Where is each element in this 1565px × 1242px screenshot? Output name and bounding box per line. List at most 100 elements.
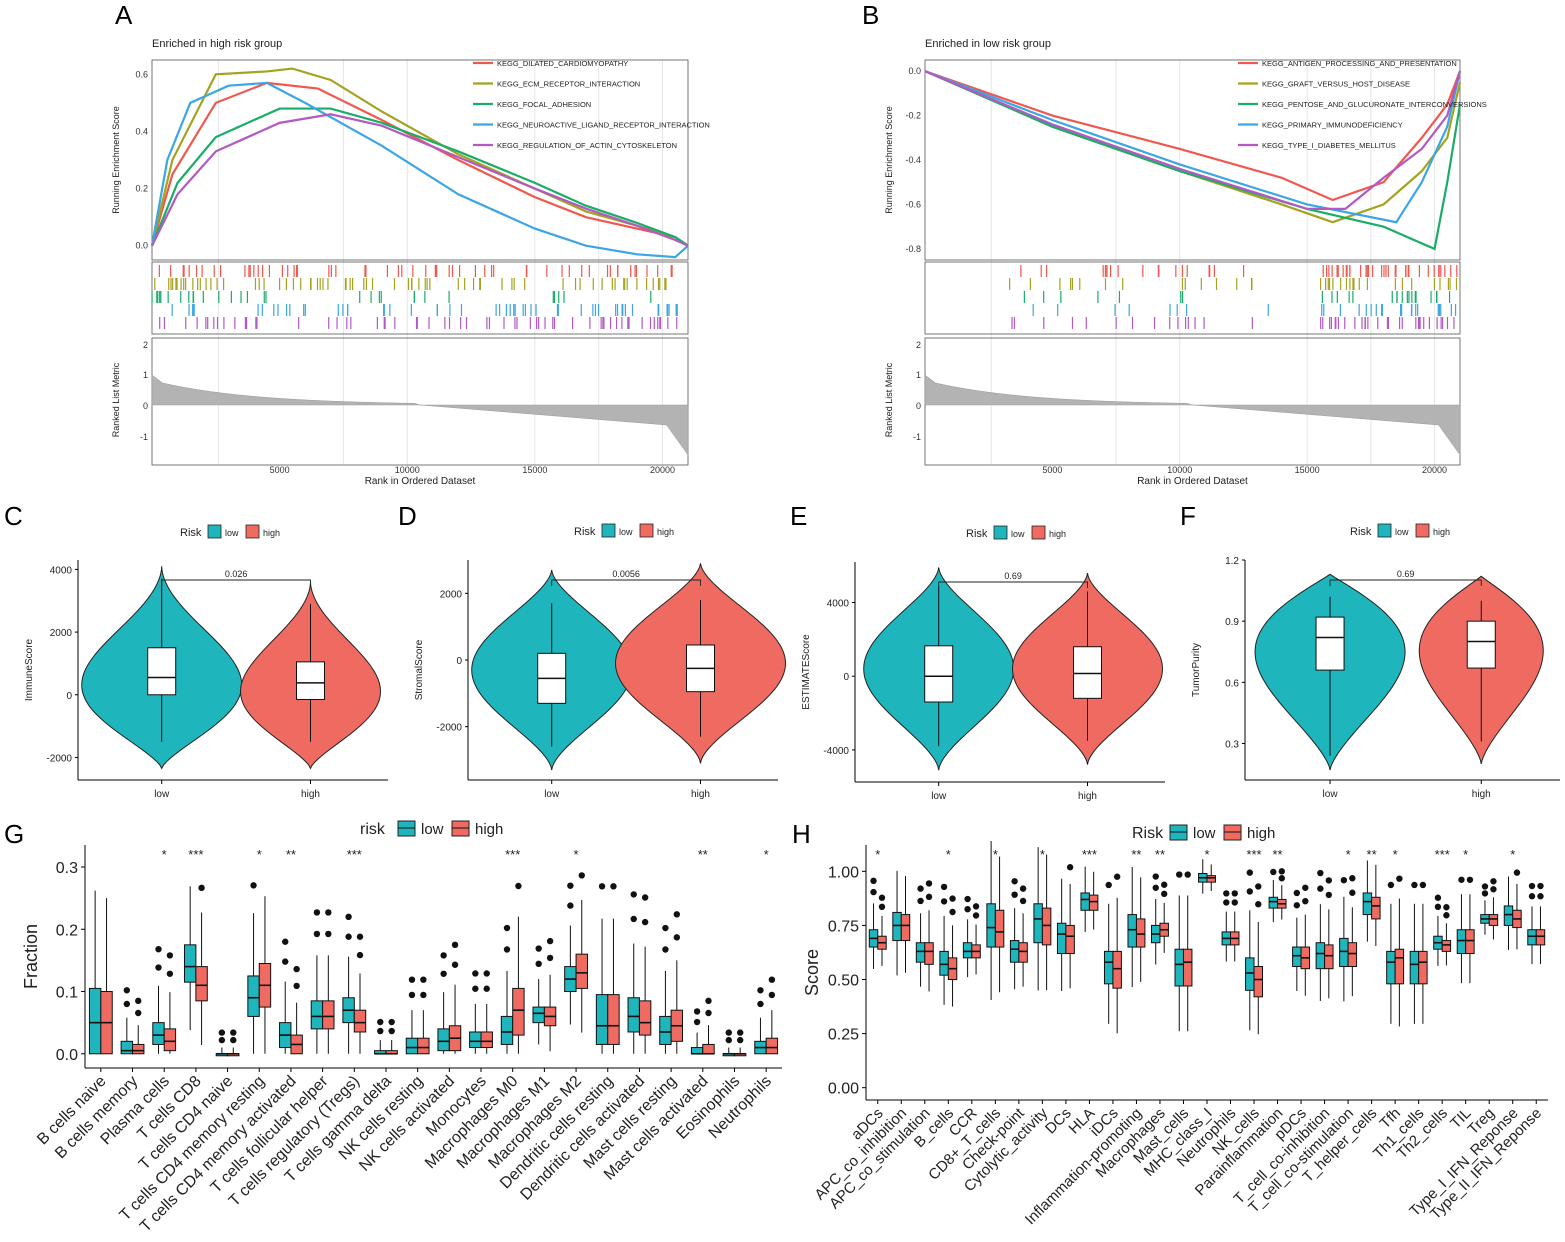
panel-letter-F: F [1180, 501, 1196, 531]
box-high [1253, 966, 1264, 998]
outlier-point [472, 970, 479, 977]
y-tick-label: 0.0 [135, 241, 148, 251]
outlier-point [1434, 894, 1442, 901]
outlier-point [1176, 871, 1183, 878]
x-tick-label: low [1323, 789, 1339, 800]
legend-label: KEGG_REGULATION_OF_ACTIN_CYTOSKELETON [497, 141, 677, 150]
outlier-point [578, 872, 585, 879]
box-high [353, 1009, 367, 1033]
box-low [469, 1031, 482, 1049]
p-value: 0.69 [1004, 571, 1022, 581]
es-frame [924, 59, 1461, 261]
legend-swatch-low [207, 524, 222, 539]
significance-mark: * [1040, 847, 1045, 862]
legend-title: Risk [574, 526, 596, 538]
y-tick-label: 4000 [827, 599, 850, 610]
y-tick-label: 0 [66, 691, 72, 702]
outlier-point [535, 960, 542, 968]
outlier-point [1293, 902, 1301, 909]
outlier-point [546, 954, 554, 962]
significance-mark: * [1204, 847, 1209, 862]
legend-label-high: high [1049, 529, 1066, 539]
box-high [1065, 924, 1075, 955]
ranked-metric-area [151, 374, 689, 456]
metric-tick-label: 0 [143, 401, 148, 411]
outlier-point [925, 880, 933, 887]
outlier-point [440, 952, 447, 959]
outlier-point [567, 902, 574, 909]
y-tick-label: 2000 [440, 589, 463, 600]
significance-mark: ** [698, 847, 708, 862]
legend-swatch-low [1377, 523, 1392, 538]
outlier-point [420, 976, 427, 983]
legend-label-low: low [1395, 527, 1409, 537]
outlier-point [925, 893, 933, 901]
y-axis-label: Score [802, 949, 822, 996]
outlier-point [515, 882, 522, 890]
violin-panel-E: -4000 0 4000 ESTIMATEScore low high 0.69 Risk lo… [801, 525, 1165, 802]
legend-label-high: high [475, 821, 503, 838]
outlier-point [1105, 881, 1112, 889]
box-high [575, 953, 588, 989]
outlier-point [1443, 904, 1450, 911]
y-axis-label: ImmuneScore [24, 638, 35, 701]
outlier-point [472, 985, 479, 992]
box-low [986, 903, 996, 948]
x-tick-label: 15000 [1295, 465, 1320, 475]
outlier-point [693, 1018, 701, 1026]
legend-swatch-low [993, 525, 1008, 540]
outlier-point [1387, 881, 1395, 889]
outlier-point [388, 1018, 395, 1026]
es-line [151, 113, 689, 247]
significance-bracket [551, 579, 701, 586]
y-axis-label: ESTIMATEScore [801, 634, 812, 710]
box-high [132, 1043, 145, 1055]
outlier-point [662, 946, 669, 953]
box-low [962, 942, 973, 959]
y-tick-label: 0.1 [56, 985, 78, 1002]
box-high [900, 914, 911, 942]
x-tick-label: 5000 [1042, 465, 1062, 475]
outlier-point [768, 991, 776, 999]
outlier-point [972, 903, 980, 910]
es-line [150, 81, 689, 259]
legend-swatch-low [601, 523, 616, 538]
outlier-point [949, 908, 956, 916]
outlier-point [1278, 875, 1285, 882]
box-high [417, 1037, 430, 1055]
outlier-point [230, 1029, 237, 1036]
significance-mark: ** [1272, 847, 1282, 862]
box-low [88, 987, 102, 1055]
legend-swatch-high [1415, 523, 1430, 538]
significance-mark: * [1393, 847, 1398, 862]
box-low [1103, 950, 1114, 985]
outlier-point [870, 877, 877, 885]
outlier-point [313, 909, 321, 916]
box-high [607, 994, 620, 1045]
outlier-point [483, 985, 490, 992]
box-high [1418, 950, 1428, 985]
legend-label-high: high [657, 527, 674, 537]
box-low [183, 944, 197, 983]
outlier-point [1231, 899, 1238, 906]
legend-swatch-high [1031, 525, 1046, 540]
y-tick-label: 0.0 [908, 66, 921, 76]
box-low [1056, 922, 1067, 955]
y-tick-label: -0.6 [905, 199, 921, 209]
y-axis-label-metric: Ranked List Metric [111, 362, 121, 437]
outlier-point [1152, 873, 1159, 880]
significance-mark: *** [188, 847, 203, 862]
panel-letter-B: B [862, 0, 879, 30]
outlier-point [630, 891, 637, 898]
significance-mark: * [1510, 847, 1515, 862]
y-tick-label: -0.8 [905, 244, 921, 254]
box-high [195, 966, 208, 1002]
outlier-point [166, 952, 174, 959]
legend-label-high: high [1247, 825, 1275, 842]
y-axis-label: Fraction [21, 924, 41, 989]
outlier-point [546, 937, 554, 945]
outlier-point [940, 898, 948, 905]
outlier-point [325, 930, 332, 938]
box-high [765, 1037, 779, 1055]
box-low [1080, 892, 1090, 911]
